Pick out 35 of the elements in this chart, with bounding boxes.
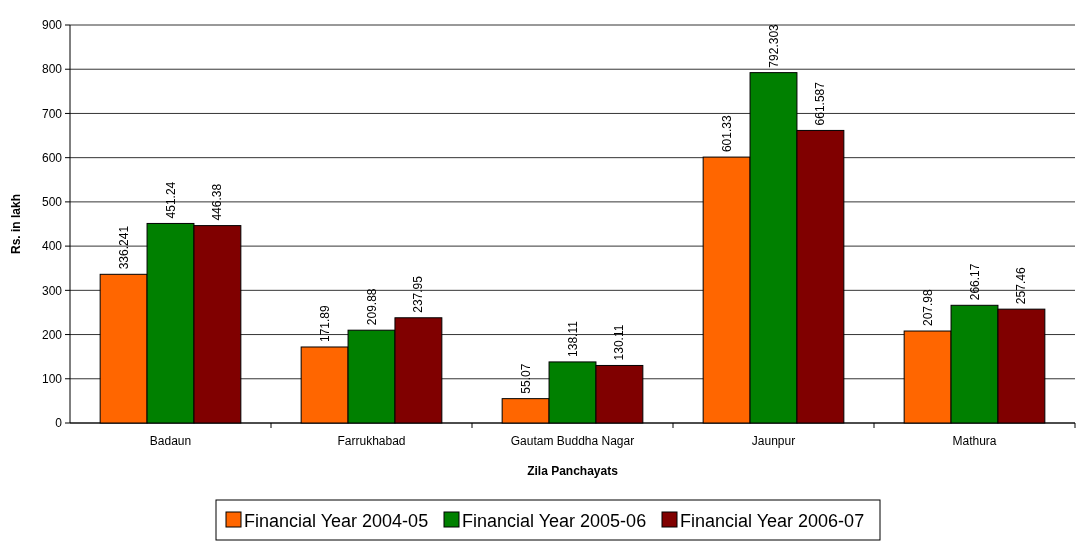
data-label: 138.11 — [565, 320, 580, 357]
data-label: 792.303 — [766, 23, 781, 68]
data-label: 257.46 — [1014, 267, 1029, 305]
x-tick-label: Mathura — [952, 434, 997, 448]
y-tick-label: 600 — [41, 150, 63, 165]
y-tick-label: 400 — [41, 239, 63, 254]
y-tick-label: 800 — [41, 62, 63, 77]
data-label: 451.24 — [163, 181, 178, 219]
data-label: 237.95 — [411, 275, 426, 313]
data-label: 336.241 — [116, 225, 131, 270]
data-label: 661.587 — [813, 81, 828, 126]
y-tick-label: 100 — [41, 371, 63, 386]
y-tick-label: 500 — [41, 195, 63, 210]
data-label: 209.88 — [364, 288, 379, 326]
y-tick-label: 900 — [41, 18, 63, 33]
x-tick-label: Gautam Buddha Nagar — [510, 434, 635, 448]
x-axis-title: Zila Panchayats — [527, 464, 619, 478]
data-label: 130.11 — [612, 324, 627, 361]
y-tick-label: 200 — [41, 327, 63, 342]
y-tick-label: 300 — [41, 283, 63, 298]
data-label: 55.07 — [518, 363, 533, 394]
x-tick-label: Jaunpur — [751, 434, 796, 448]
data-label: 601.33 — [719, 115, 734, 153]
data-label: 266.17 — [967, 263, 982, 301]
data-label: 171.89 — [317, 304, 332, 342]
x-tick-label: Farrukhabad — [337, 434, 406, 448]
legend-label: Financial Year 2006-07 — [680, 511, 865, 531]
legend-label: Financial Year 2004-05 — [244, 511, 429, 531]
legend-label: Financial Year 2005-06 — [462, 511, 647, 531]
y-axis-title: Rs. in lakh — [9, 193, 23, 255]
data-label: 207.98 — [920, 289, 935, 327]
data-label: 446.38 — [210, 183, 225, 221]
x-tick-label: Badaun — [149, 434, 192, 448]
y-tick-label: 700 — [41, 106, 63, 121]
y-tick-label: 0 — [55, 416, 63, 431]
